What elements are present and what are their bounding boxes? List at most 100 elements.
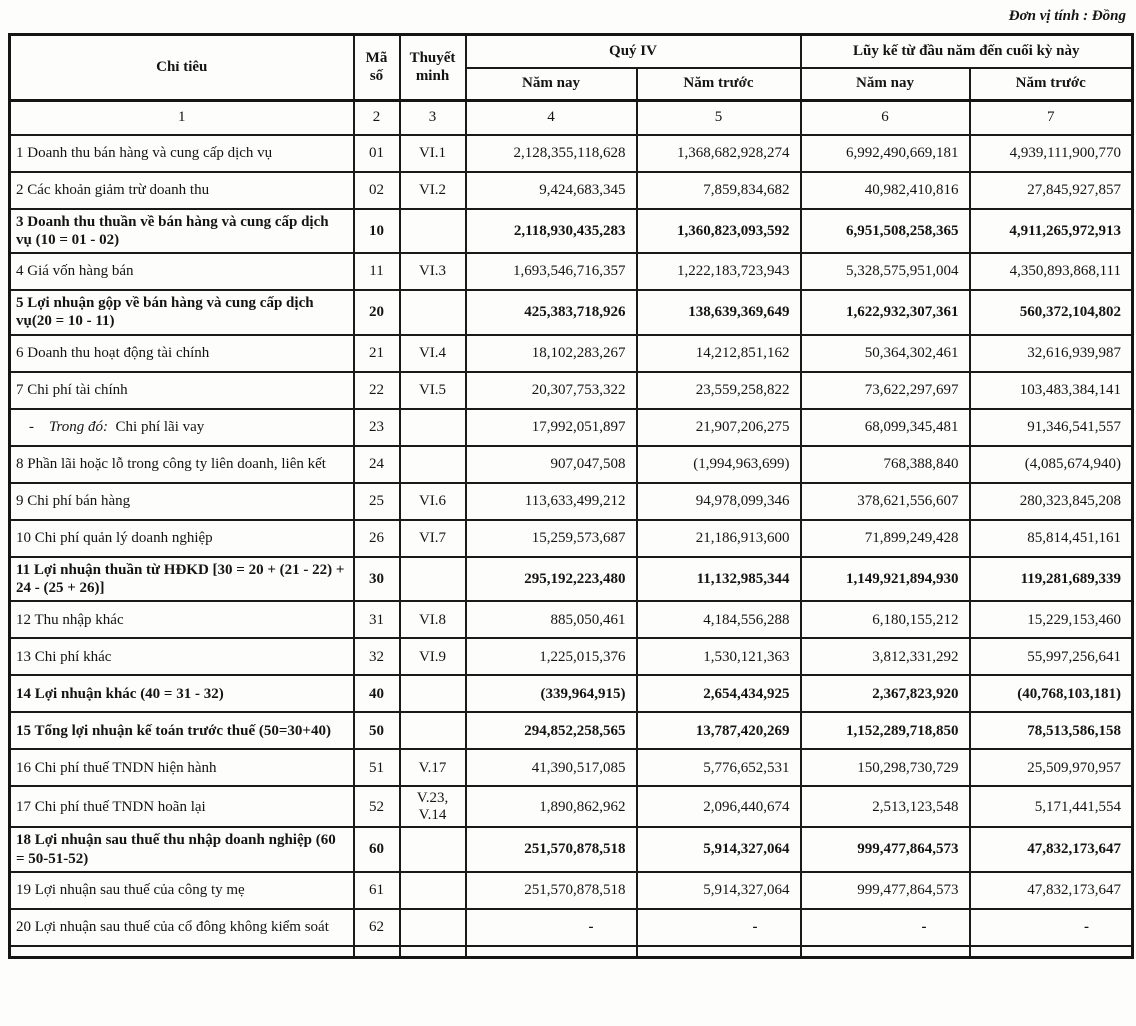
table-row: 3 Doanh thu thuần về bán hàng và cung cấ…: [8, 207, 1134, 255]
value-q4-current-year: 41,390,517,085: [464, 748, 638, 788]
table-row: 6 Doanh thu hoạt động tài chính 21 VI.4 18,…: [8, 333, 1134, 373]
row-label: 10 Chi phí quản lý doanh nghiệp: [8, 518, 355, 558]
value-q4-prior-year: 138,639,369,649: [635, 289, 802, 336]
value-q4-prior-year: 2,096,440,674: [635, 785, 802, 829]
col-header-q4-prior-year: Năm trước: [635, 66, 802, 102]
value-q4-current-year: (339,964,915): [464, 674, 638, 714]
value-ytd-current-year: 40,982,410,816: [799, 170, 971, 210]
row-label: 5 Lợi nhuận gộp về bán hàng và cung cấp …: [8, 289, 355, 336]
value-ytd-current-year: 6,992,490,669,181: [799, 133, 971, 173]
column-number: 6: [799, 99, 971, 136]
value-q4-prior-year: 7,859,834,682: [635, 170, 802, 210]
value-q4-prior-year: 1,368,682,928,274: [635, 133, 802, 173]
row-label: 9 Chi phí bán hàng: [8, 481, 355, 521]
unit-of-measure-label: Đơn vị tính : Đồng: [1008, 8, 1126, 24]
col-header-note: Thuyết minh: [398, 33, 467, 102]
value-ytd-prior-year: 560,372,104,802: [968, 289, 1134, 336]
column-number: 2: [352, 99, 401, 136]
row-note-reference: VI.6: [398, 481, 467, 521]
value-ytd-prior-year: 27,845,927,857: [968, 170, 1134, 210]
value-ytd-prior-year: 119,281,689,339: [968, 555, 1134, 603]
row-code: 32: [352, 637, 401, 677]
table-row: 7 Chi phí tài chính 22 VI.5 20,307,753,322 2…: [8, 370, 1134, 410]
value-q4-prior-year: 14,212,851,162: [635, 333, 802, 373]
value-q4-current-year: 294,852,258,565: [464, 711, 638, 751]
table-row: - Trong đó: Chi phí lãi vay 23 17,992,051,…: [8, 407, 1134, 447]
value-q4-prior-year: 21,907,206,275: [635, 407, 802, 447]
row-note-reference: V.23, V.14: [398, 785, 467, 829]
row-code: 01: [352, 133, 401, 173]
row-label: 11 Lợi nhuận thuần từ HĐKD [30 = 20 + (2…: [8, 555, 355, 603]
value-ytd-prior-year: 55,997,256,641: [968, 637, 1134, 677]
value-q4-current-year: 17,992,051,897: [464, 407, 638, 447]
row-code: 25: [352, 481, 401, 521]
value-ytd-prior-year: 25,509,970,957: [968, 748, 1134, 788]
value-ytd-current-year: 50,364,302,461: [799, 333, 971, 373]
table-row: 4 Giá vốn hàng bán 11 VI.3 1,693,546,716,35…: [8, 252, 1134, 292]
table-header: Chỉ tiêu Mã số Thuyết minh Quý IV Lũy kế…: [8, 33, 1134, 136]
table-row: 2 Các khoản giảm trừ doanh thu 02 VI.2 9,42…: [8, 170, 1134, 210]
value-q4-current-year: 20,307,753,322: [464, 370, 638, 410]
table-row: 16 Chi phí thuế TNDN hiện hành 51 V.17 41,3…: [8, 748, 1134, 788]
col-group-cumulative: Lũy kế từ đầu năm đến cuối kỳ này: [799, 33, 1134, 69]
value-ytd-current-year: 378,621,556,607: [799, 481, 971, 521]
row-note-reference: [398, 207, 467, 255]
value-ytd-current-year: -: [799, 907, 971, 947]
value-q4-prior-year: 1,360,823,093,592: [635, 207, 802, 255]
col-header-code: Mã số: [352, 33, 401, 102]
row-code: 50: [352, 711, 401, 751]
value-ytd-current-year: 6,180,155,212: [799, 600, 971, 640]
table-row: 8 Phần lãi hoặc lỗ trong công ty liên do…: [8, 444, 1134, 484]
value-ytd-prior-year: -: [968, 907, 1134, 947]
report-table-body: 1 Doanh thu bán hàng và cung cấp dịch vụ…: [8, 133, 1134, 959]
column-number: 4: [464, 99, 638, 136]
value-ytd-prior-year: 47,832,173,647: [968, 826, 1134, 873]
row-note-reference: [398, 407, 467, 447]
row-code: 52: [352, 785, 401, 829]
value-ytd-prior-year: 5,171,441,554: [968, 785, 1134, 829]
value-q4-prior-year: 23,559,258,822: [635, 370, 802, 410]
value-q4-current-year: 1,693,546,716,357: [464, 252, 638, 292]
column-number-row: 1 2 3 4 5 6 7: [8, 99, 1134, 136]
row-label: - Trong đó: Chi phí lãi vay: [8, 407, 355, 447]
value-ytd-current-year: 768,388,840: [799, 444, 971, 484]
row-label: 2 Các khoản giảm trừ doanh thu: [8, 170, 355, 210]
table-row: 12 Thu nhập khác 31 VI.8 885,050,461 4,184,5…: [8, 600, 1134, 640]
value-ytd-current-year: 150,298,730,729: [799, 748, 971, 788]
value-q4-prior-year: 5,914,327,064: [635, 870, 802, 910]
row-label: 13 Chi phí khác: [8, 637, 355, 677]
value-q4-current-year: 251,570,878,518: [464, 826, 638, 873]
row-label: 14 Lợi nhuận khác (40 = 31 - 32): [8, 674, 355, 714]
table-row: 13 Chi phí khác 32 VI.9 1,225,015,376 1,530,…: [8, 637, 1134, 677]
row-label: 7 Chi phí tài chính: [8, 370, 355, 410]
row-code: 61: [352, 870, 401, 910]
value-q4-current-year: 251,570,878,518: [464, 870, 638, 910]
value-ytd-current-year: 3,812,331,292: [799, 637, 971, 677]
table-row: 20 Lợi nhuận sau thuế của cổ đông không …: [8, 907, 1134, 947]
value-ytd-current-year: 71,899,249,428: [799, 518, 971, 558]
row-note-reference: [398, 826, 467, 873]
row-note-reference: [398, 674, 467, 714]
value-ytd-current-year: 6,951,508,258,365: [799, 207, 971, 255]
row-code: 60: [352, 826, 401, 873]
row-code: 11: [352, 252, 401, 292]
value-ytd-current-year: 2,367,823,920: [799, 674, 971, 714]
value-q4-current-year: 885,050,461: [464, 600, 638, 640]
table-row: 1 Doanh thu bán hàng và cung cấp dịch vụ…: [8, 133, 1134, 173]
value-q4-prior-year: 94,978,099,346: [635, 481, 802, 521]
value-q4-current-year: 1,890,862,962: [464, 785, 638, 829]
value-ytd-prior-year: 4,350,893,868,111: [968, 252, 1134, 292]
value-q4-prior-year: 5,914,327,064: [635, 826, 802, 873]
value-ytd-current-year: 1,149,921,894,930: [799, 555, 971, 603]
value-q4-prior-year: 11,132,985,344: [635, 555, 802, 603]
value-ytd-current-year: 999,477,864,573: [799, 826, 971, 873]
table-row: 9 Chi phí bán hàng 25 VI.6 113,633,499,212 9…: [8, 481, 1134, 521]
value-q4-prior-year: 4,184,556,288: [635, 600, 802, 640]
table-row: 19 Lợi nhuận sau thuế của công ty mẹ 61 25…: [8, 870, 1134, 910]
row-code: 31: [352, 600, 401, 640]
value-q4-current-year: [464, 944, 638, 959]
value-ytd-prior-year: 4,939,111,900,770: [968, 133, 1134, 173]
value-ytd-prior-year: 85,814,451,161: [968, 518, 1134, 558]
value-ytd-prior-year: 47,832,173,647: [968, 870, 1134, 910]
value-q4-prior-year: 21,186,913,600: [635, 518, 802, 558]
